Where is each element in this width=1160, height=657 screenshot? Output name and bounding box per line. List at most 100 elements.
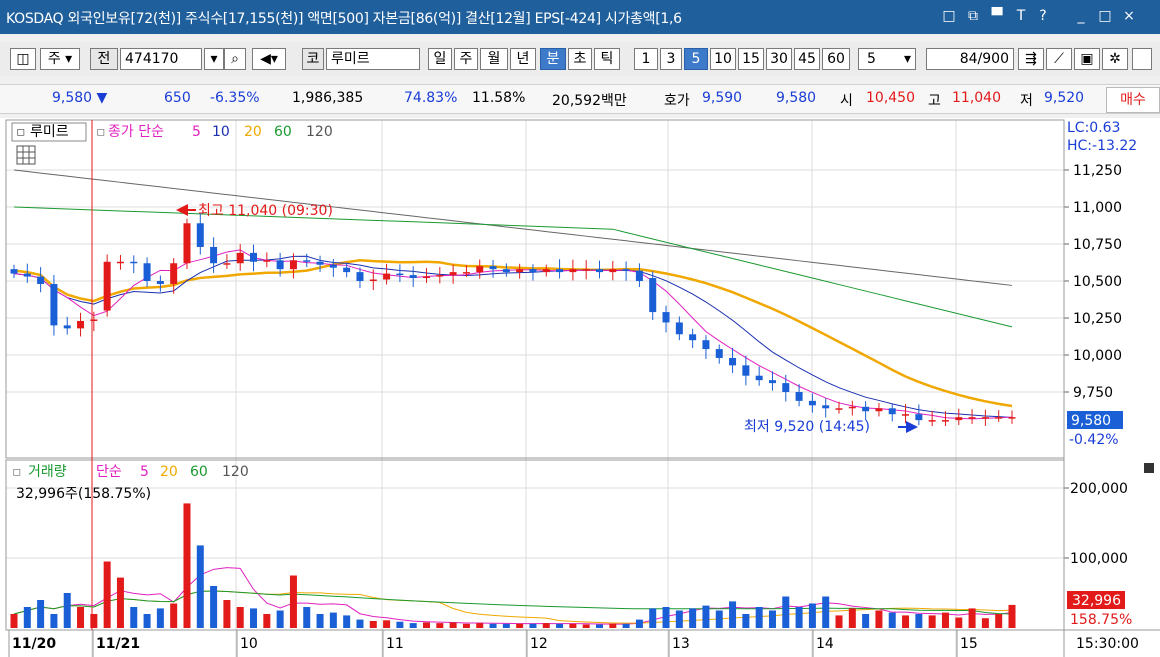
stock-name-field[interactable]: 루미르 <box>326 48 420 70</box>
x-axis-labels: 11/20 11/21 10 11 12 13 14 15 <box>8 630 978 657</box>
checkbox[interactable] <box>1132 48 1152 70</box>
search-icon[interactable]: ⌕ <box>224 48 246 70</box>
bid-price: 9,580 <box>776 90 817 106</box>
volume-bar <box>170 603 178 628</box>
count-select[interactable]: 5 ▾ <box>858 48 916 70</box>
volume-ma-120: 120 <box>222 464 249 480</box>
candle-body <box>755 375 763 381</box>
volume-bar <box>316 614 324 628</box>
period-month[interactable]: 월 <box>480 48 508 70</box>
volume-bar <box>995 614 1003 628</box>
volume-bar <box>875 610 883 628</box>
close-icon[interactable]: × <box>1123 8 1135 24</box>
price-y-label: 10,750 <box>1073 237 1122 253</box>
x-axis-label: 14 <box>816 636 834 652</box>
maximize-icon[interactable]: □ <box>1098 8 1112 24</box>
volume-bar <box>729 601 737 628</box>
window-layout-icon[interactable]: □ <box>942 8 956 24</box>
panel-handle-icon: ▫ <box>16 124 26 140</box>
period-minute[interactable]: 분 <box>540 48 566 70</box>
minute-45[interactable]: 45 <box>794 48 820 70</box>
candle-body <box>183 223 191 264</box>
code-dropdown[interactable]: ▾ <box>204 48 224 70</box>
period-tick[interactable]: 틱 <box>594 48 620 70</box>
title-bar: KOSDAQ 외국인보유[72(천)] 주식수[17,155(천)] 액면[50… <box>0 0 1160 34</box>
volume-bar <box>23 607 31 628</box>
volume-ma-5: 5 <box>140 464 149 480</box>
volume-bar <box>981 618 989 628</box>
copy-window-icon[interactable]: ⧉ <box>968 8 978 24</box>
period-day[interactable]: 일 <box>428 48 452 70</box>
open-price: 10,450 <box>866 90 915 106</box>
save-icon[interactable]: ▣ <box>1074 48 1100 70</box>
candle-body <box>50 283 58 326</box>
candle-body <box>649 278 657 313</box>
price-volume-chart[interactable]: ▫ 루미르 ▫ 종가 단순 5 10 20 60 120 LC:0.63 HC:… <box>0 118 1160 657</box>
volume-bar <box>116 577 124 628</box>
minute-1[interactable]: 1 <box>634 48 658 70</box>
candle-body <box>90 319 98 321</box>
trend-tool-icon[interactable]: ⟋ <box>1046 48 1072 70</box>
candle-body <box>289 260 297 270</box>
volume-bar <box>569 623 577 628</box>
minute-60[interactable]: 60 <box>822 48 850 70</box>
current-price: 9,580 ▼ <box>52 90 108 106</box>
ma-legend-5: 5 <box>192 124 201 140</box>
period-second[interactable]: 초 <box>568 48 592 70</box>
market-select[interactable]: 주 ▾ <box>40 48 80 70</box>
view-count-input[interactable]: 84/900 <box>926 48 1014 70</box>
help-icon[interactable]: ? <box>1039 8 1047 24</box>
volume-bar <box>542 623 550 628</box>
minute-3[interactable]: 3 <box>660 48 682 70</box>
candle-body <box>715 349 723 358</box>
volume-bar <box>1008 604 1016 628</box>
volume-bar <box>210 586 218 628</box>
table-icon[interactable] <box>16 145 36 165</box>
candle-body <box>542 269 550 273</box>
period-week[interactable]: 주 <box>454 48 478 70</box>
candle-body <box>170 263 178 284</box>
candle-body <box>835 408 843 410</box>
candle-body <box>356 272 364 281</box>
volume-bar <box>423 622 431 628</box>
pin-icon[interactable]: ▀ <box>991 8 1003 24</box>
chart-area[interactable]: ▫ 루미르 ▫ 종가 단순 5 10 20 60 120 LC:0.63 HC:… <box>0 118 1160 657</box>
candle-body <box>476 266 484 273</box>
table-icon-grid <box>17 146 35 164</box>
volume-bar <box>489 623 497 628</box>
settings-gear-icon[interactable]: ✲ <box>1102 48 1128 70</box>
volume-bar <box>968 608 976 628</box>
indicator-add-icon[interactable]: ⇶ <box>1018 48 1044 70</box>
minimize-icon[interactable]: _ <box>1077 8 1085 24</box>
ma-legend-label: 종가 단순 <box>108 124 164 140</box>
candle-body <box>489 266 497 270</box>
buy-button[interactable]: 매수 <box>1106 87 1160 113</box>
volume-bar <box>409 623 417 628</box>
volume-bar <box>343 615 351 628</box>
volume-bar <box>502 623 510 628</box>
period-year[interactable]: 년 <box>510 48 536 70</box>
volume-bar <box>383 620 391 628</box>
font-icon[interactable]: T <box>1016 8 1026 24</box>
minute-10[interactable]: 10 <box>710 48 736 70</box>
high-label: 고 <box>928 93 941 109</box>
trade-amount: 20,592백만 <box>552 93 627 109</box>
layout-icon[interactable]: ◫ <box>10 48 36 70</box>
volume-close-icon[interactable] <box>1144 463 1154 473</box>
x-axis-label: 13 <box>672 636 690 652</box>
minute-5[interactable]: 5 <box>684 48 708 70</box>
prev-button[interactable]: 전 <box>90 48 118 70</box>
candle-body <box>556 269 564 273</box>
candle-body <box>1008 417 1016 419</box>
minute-15[interactable]: 15 <box>738 48 764 70</box>
volume-bar <box>702 605 710 628</box>
code-input[interactable]: 474170 <box>120 48 202 70</box>
minute-30[interactable]: 30 <box>766 48 792 70</box>
market-badge: 코 <box>302 48 324 70</box>
candle-body <box>130 261 138 264</box>
candle-body <box>462 272 470 274</box>
speaker-icon[interactable]: ◀▾ <box>252 48 286 70</box>
stock-name-tag[interactable] <box>11 122 87 142</box>
low-label: 저 <box>1020 93 1033 109</box>
candle-body <box>502 269 510 273</box>
